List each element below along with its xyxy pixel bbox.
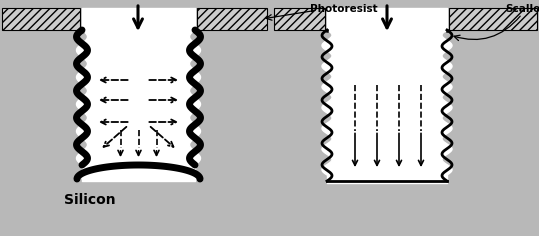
Text: Silicon: Silicon [64,193,116,207]
Polygon shape [322,30,452,175]
Bar [274,8,325,30]
Polygon shape [82,165,195,179]
Text: Scallop: Scallop [506,4,539,14]
Polygon shape [77,30,201,165]
Text: Photoresist: Photoresist [310,4,378,14]
Bar [197,8,267,30]
Bar [449,8,537,30]
Bar [2,8,80,30]
